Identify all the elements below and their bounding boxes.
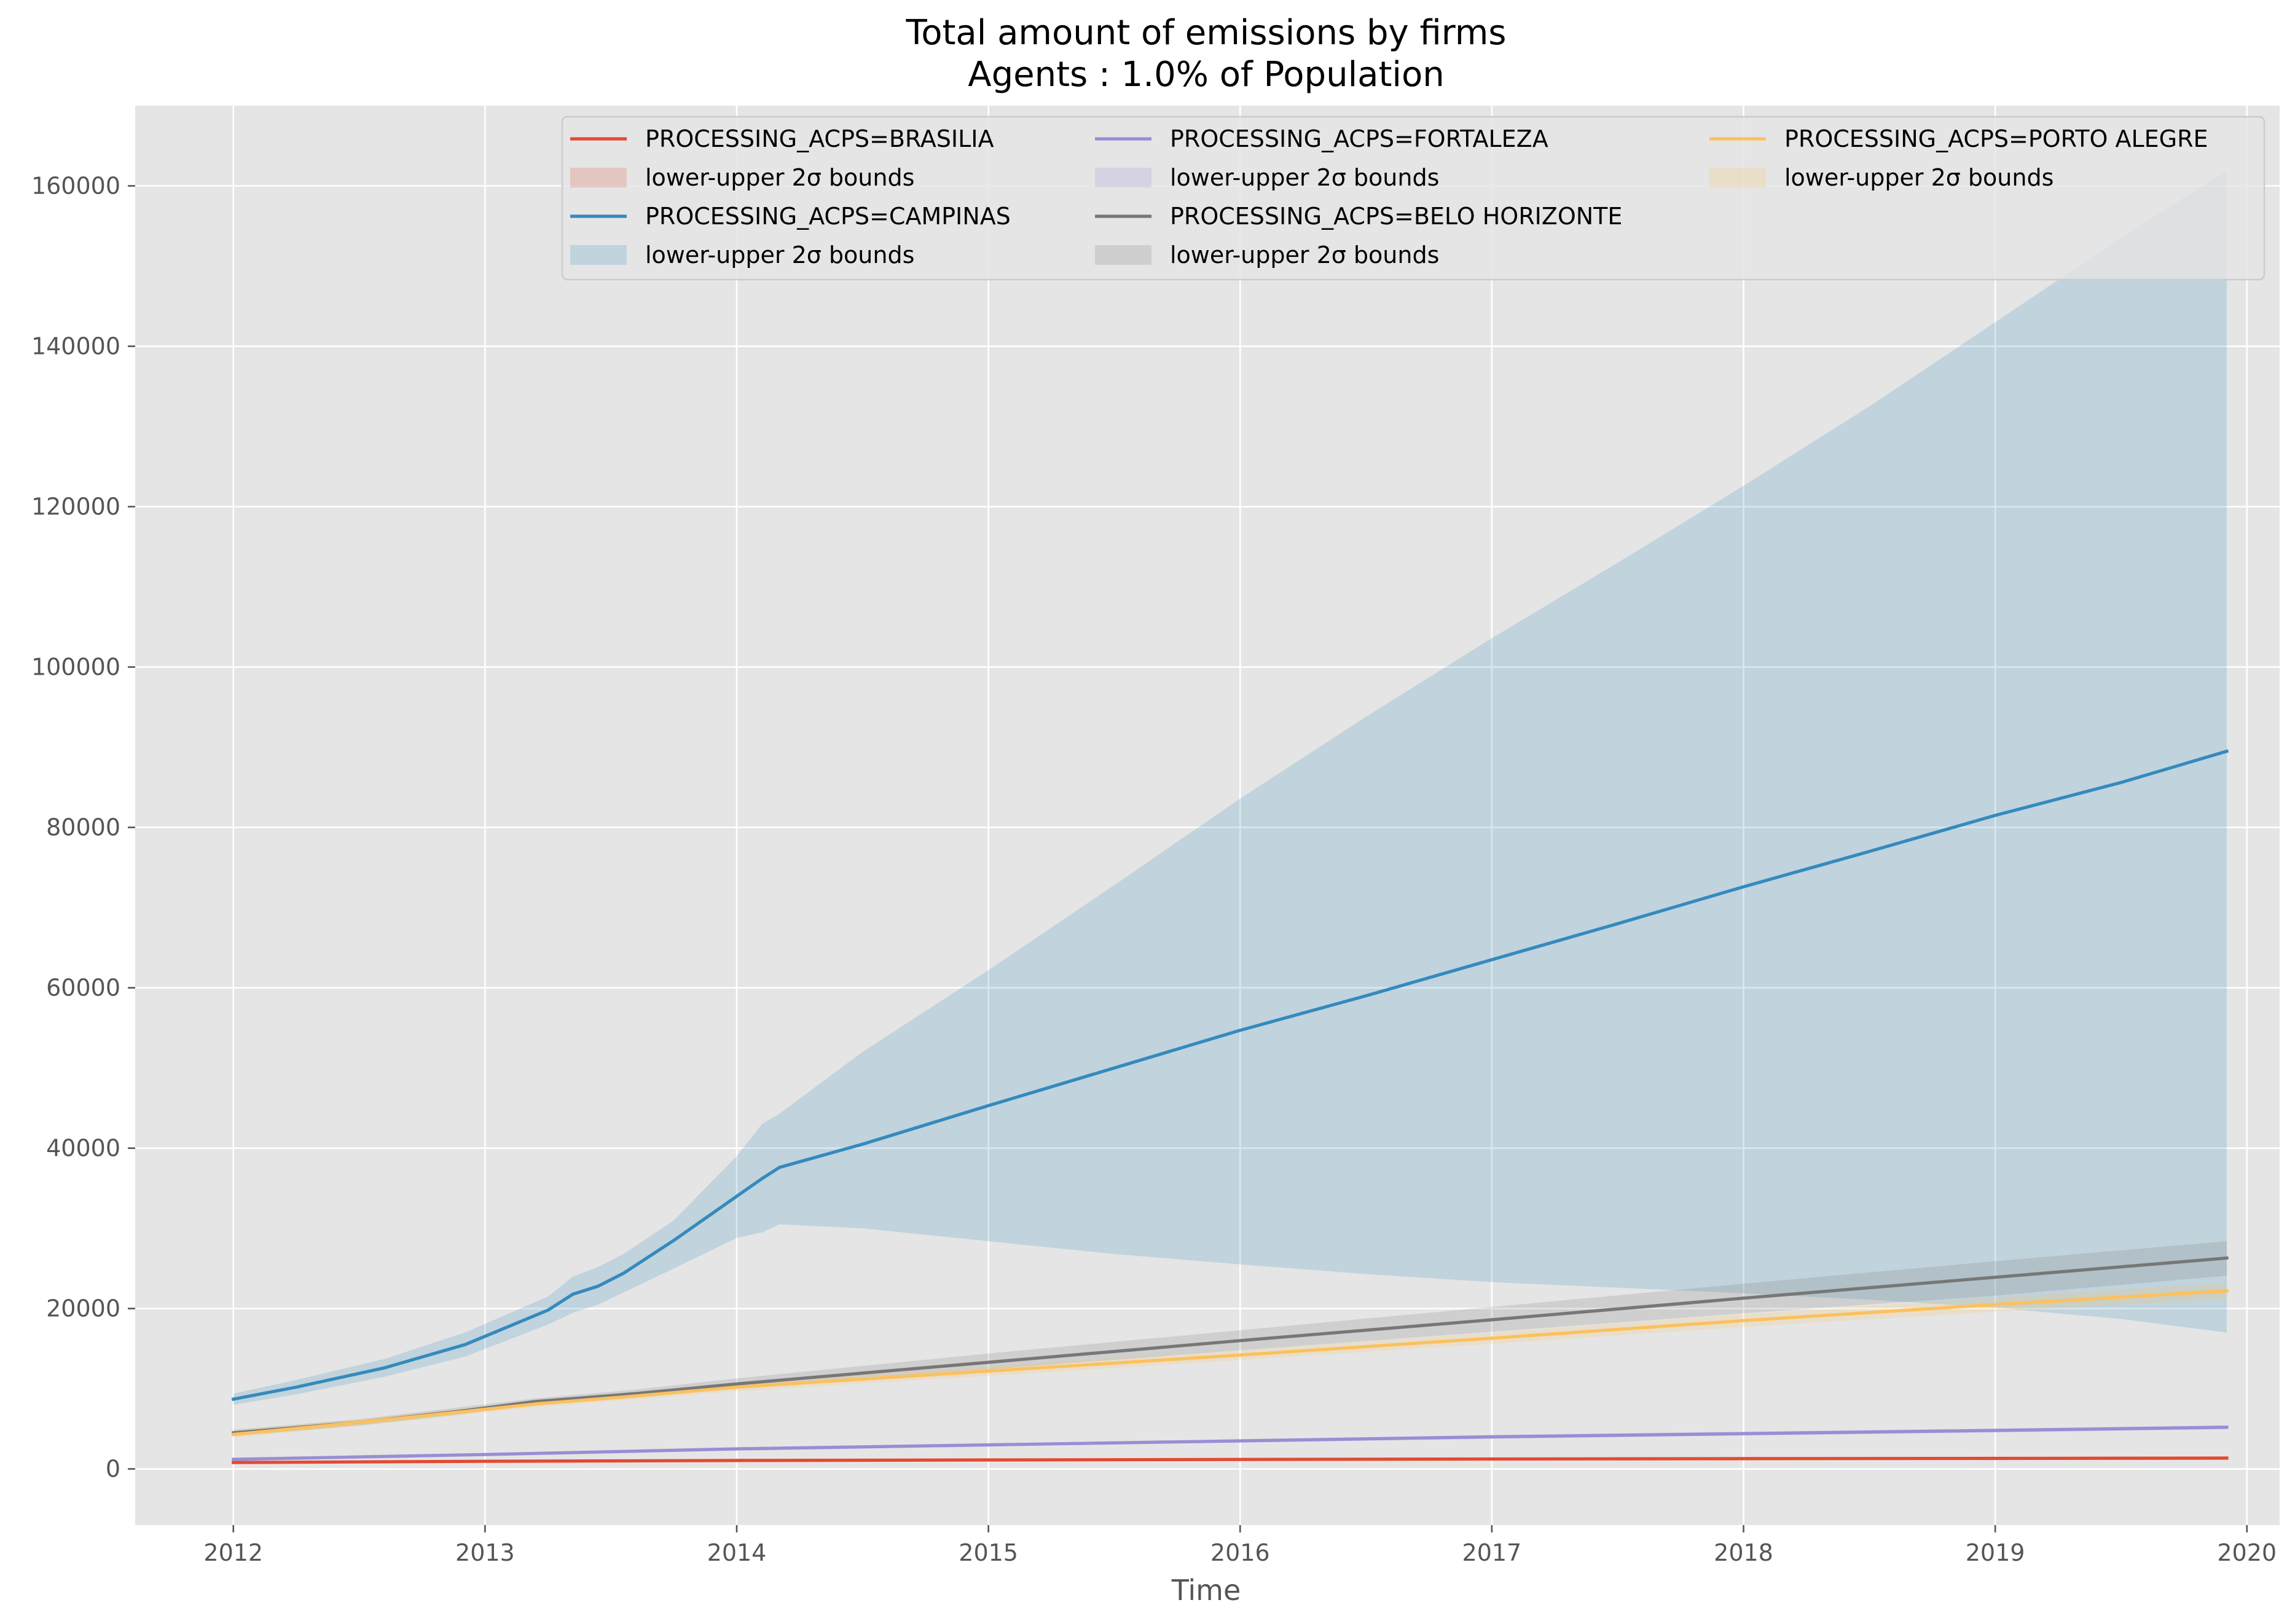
y-tick-label: 100000 bbox=[31, 654, 120, 681]
legend-swatch-band bbox=[570, 245, 627, 265]
legend-label: PROCESSING_ACPS=BELO HORIZONTE bbox=[1170, 203, 1622, 230]
x-tick-label: 2012 bbox=[203, 1539, 263, 1566]
y-tick-label: 140000 bbox=[31, 333, 120, 360]
line-series-0 bbox=[232, 1456, 2229, 1464]
x-axis-ticks: 2012 2013 2014 2015 2016 2017 2018 2019 2020 bbox=[203, 1525, 2277, 1566]
band-series-1 bbox=[233, 170, 2227, 1405]
line-series-1 bbox=[231, 749, 2229, 1402]
line-series-4 bbox=[231, 1289, 2229, 1437]
y-tick-label: 120000 bbox=[31, 493, 120, 520]
y-tick-label: 20000 bbox=[46, 1295, 120, 1322]
legend-label: PROCESSING_ACPS=PORTO ALEGRE bbox=[1784, 125, 2208, 152]
x-axis-title: Time bbox=[1171, 1574, 1241, 1607]
legend-swatch-band bbox=[1095, 168, 1151, 187]
x-tick-label: 2013 bbox=[455, 1539, 515, 1566]
y-tick-label: 40000 bbox=[46, 1135, 120, 1162]
x-tick-label: 2019 bbox=[1966, 1539, 2025, 1566]
x-tick-label: 2017 bbox=[1462, 1539, 1522, 1566]
x-tick-label: 2016 bbox=[1210, 1539, 1270, 1566]
x-tick-label: 2015 bbox=[959, 1539, 1018, 1566]
y-tick-label: 0 bbox=[106, 1456, 120, 1483]
legend-label: PROCESSING_ACPS=BRASILIA bbox=[645, 125, 994, 152]
line-series-2 bbox=[232, 1426, 2229, 1461]
x-tick-label: 2020 bbox=[2217, 1539, 2277, 1566]
series-lines bbox=[231, 749, 2229, 1464]
legend-label: PROCESSING_ACPS=CAMPINAS bbox=[645, 203, 1011, 230]
y-tick-label: 60000 bbox=[46, 975, 120, 1002]
y-tick-label: 160000 bbox=[31, 173, 120, 200]
legend-swatch-band bbox=[1095, 245, 1151, 265]
legend-label: PROCESSING_ACPS=FORTALEZA bbox=[1170, 125, 1548, 152]
legend-label: lower-upper 2σ bounds bbox=[1170, 164, 1439, 191]
x-tick-label: 2014 bbox=[707, 1539, 767, 1566]
y-axis-ticks: 0 20000 40000 60000 80000 100000 120000 140000 1… bbox=[31, 173, 135, 1483]
legend-label: lower-upper 2σ bounds bbox=[1170, 241, 1439, 269]
x-tick-label: 2018 bbox=[1714, 1539, 1773, 1566]
chart-title: Total amount of emissions by firms bbox=[906, 13, 1507, 53]
chart-subtitle: Agents : 1.0% of Population bbox=[968, 55, 1444, 95]
legend: PROCESSING_ACPS=BRASILIA lower-upper 2σ b… bbox=[561, 116, 2266, 281]
legend-label: lower-upper 2σ bounds bbox=[645, 164, 914, 191]
legend-swatch-band bbox=[570, 168, 627, 187]
legend-swatch-band bbox=[1709, 168, 1766, 187]
legend-label: lower-upper 2σ bounds bbox=[1784, 164, 2054, 191]
legend-label: lower-upper 2σ bounds bbox=[645, 241, 914, 269]
legend-frame bbox=[561, 116, 2266, 281]
plot-area bbox=[135, 106, 2280, 1525]
y-tick-label: 80000 bbox=[46, 814, 120, 841]
